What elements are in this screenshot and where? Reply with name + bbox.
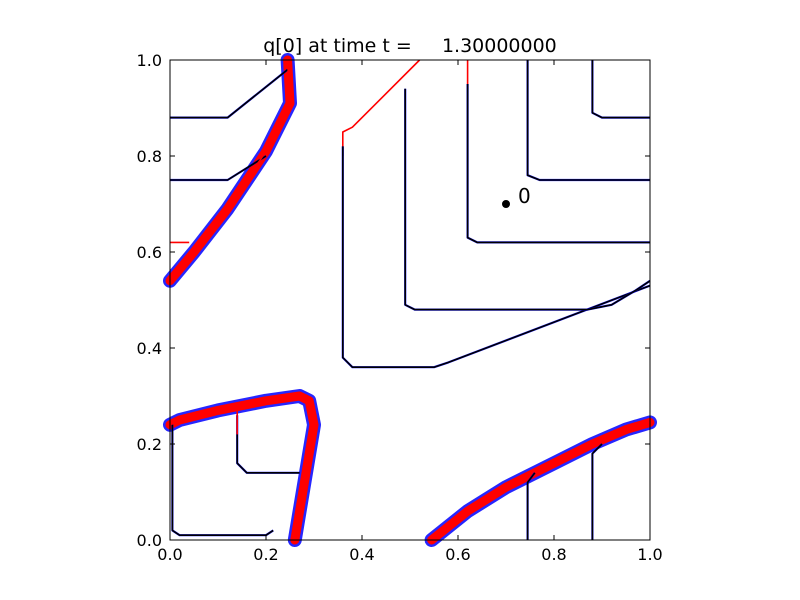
contour-line-9 [526, 60, 650, 181]
contour-line-1 [170, 155, 267, 181]
contour-lines [169, 59, 651, 541]
x-tick-label: 1.0 [637, 545, 662, 564]
chart-title: q[0] at time t = 1.30000000 [263, 35, 557, 57]
annotation-marker [502, 200, 510, 208]
contour-line-0 [170, 68, 289, 119]
contour-line-12 [236, 415, 300, 474]
y-tick-label: 1.0 [137, 51, 162, 70]
contour-line-17 [591, 443, 603, 540]
x-tick-label: 0.8 [541, 545, 566, 564]
contour-line-14 [169, 395, 315, 541]
contour-line-6 [404, 88, 651, 311]
contour-line-16 [526, 472, 536, 540]
y-tick-label: 0.6 [137, 243, 162, 262]
axes-frame [169, 59, 651, 541]
x-tick-label: 0.6 [445, 545, 470, 564]
contour-line-15 [431, 421, 651, 541]
contour-line-2 [169, 59, 291, 282]
contour-line-5 [342, 146, 651, 368]
y-tick-label: 0.4 [137, 339, 162, 358]
x-tick-label: 0.4 [349, 545, 374, 564]
y-tick-label: 0.2 [137, 435, 162, 454]
y-tick-label: 0.0 [137, 531, 162, 550]
contour-line-10 [591, 60, 650, 119]
contour-line-7 [466, 84, 650, 244]
annotation-layer: 0 [502, 184, 531, 208]
contour-line-4 [342, 59, 421, 156]
x-tick-label: 0.2 [253, 545, 278, 564]
contour-line-11 [171, 424, 274, 536]
axis-ticks: 0.0 0.2 0.4 0.6 0.8 1.0 0.0 0.2 0.4 0.6 0.8 1.0 [137, 51, 663, 564]
x-tick-label: 0.0 [157, 545, 182, 564]
y-tick-label: 0.8 [137, 147, 162, 166]
annotation-label: 0 [518, 184, 531, 208]
